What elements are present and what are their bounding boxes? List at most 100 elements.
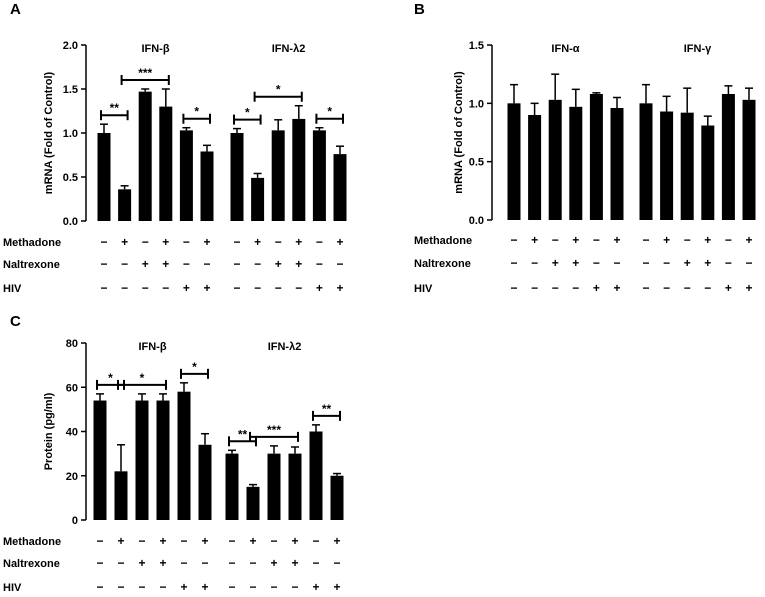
treatment-symbol: − [336,257,343,271]
treatment-symbol: − [572,281,579,295]
treatment-symbol: + [572,256,579,270]
treatment-symbol: + [613,281,620,295]
significance-label: * [140,371,145,385]
significance-bracket: * [96,371,125,390]
treatment-symbol: + [270,556,277,570]
bar [589,94,603,220]
treatment-symbol: − [100,235,107,249]
significance-bracket: ** [312,402,341,421]
treatment-symbol: + [745,233,752,247]
y-axis-label: mRNA (Fold of Control) [43,71,55,194]
treatment-symbol: + [704,233,711,247]
treatment-row-label: Naltrexone [3,259,60,271]
significance-bracket: *** [249,423,299,442]
bar [528,115,542,220]
significance-bracket: * [233,106,262,125]
treatment-symbol: − [531,256,538,270]
treatment-row-methadone: Methadone − + − + − + − + − + − + [414,233,753,247]
treatment-row-label: HIV [3,283,22,295]
treatment-symbol: + [552,256,559,270]
bar-group-1: IFN-β****** [97,43,214,221]
treatment-symbol: − [275,235,282,249]
treatment-symbol: − [270,580,277,594]
bar [312,130,326,221]
bar [309,431,323,520]
bar [701,125,715,220]
treatment-symbol: − [593,233,600,247]
treatment-symbol: + [745,281,752,295]
treatment-symbol: − [180,556,187,570]
treatment-symbol: − [121,281,128,295]
treatment-symbol: + [291,534,298,548]
treatment-symbol: + [159,556,166,570]
treatment-symbol: + [316,281,323,295]
treatment-symbol: − [228,580,235,594]
panel-b: B 0.0 0.5 1.0 1.5 mRNA (Fold of Control) IFN-α… [414,1,756,295]
treatment-symbol: − [642,281,649,295]
group-title: IFN-β [138,341,166,353]
y-tick-label: 0 [72,515,78,527]
group-title: IFN-α [551,43,579,55]
treatment-symbol: + [275,257,282,271]
treatment-symbol: + [117,534,124,548]
treatment-symbol: − [725,233,732,247]
treatment-row-hiv: HIV − − − − + + − − − − + + [414,281,753,295]
treatment-symbol: + [295,235,302,249]
treatment-row-label: HIV [414,283,433,295]
treatment-symbol: + [725,281,732,295]
significance-bracket: * [182,105,211,124]
treatment-symbol: − [142,281,149,295]
treatment-symbol: − [162,281,169,295]
significance-label: * [108,371,113,385]
treatment-row-methadone: Methadone − + − + − + − + − + − + [3,534,341,548]
bar [610,108,624,220]
group-title: IFN-γ [684,43,712,55]
treatment-symbol: − [183,235,190,249]
treatment-symbol: − [254,281,261,295]
treatment-symbol: − [121,257,128,271]
treatment-symbol: − [138,534,145,548]
group-title: IFN-λ2 [272,43,306,55]
treatment-symbol: + [203,281,210,295]
treatment-symbol: − [203,257,210,271]
bar [569,106,583,220]
treatment-symbol: + [254,235,261,249]
y-tick-label: 1.0 [63,128,78,140]
y-tick-label: 0.0 [469,215,484,227]
treatment-symbol: − [531,281,538,295]
y-tick-label: 1.5 [469,40,484,52]
treatment-symbol: + [180,580,187,594]
treatment-row-label: Naltrexone [414,258,471,270]
bar [271,130,285,221]
treatment-symbol: + [138,556,145,570]
bar [680,112,694,220]
treatment-symbol: − [183,257,190,271]
treatment-symbol: − [142,235,149,249]
treatment-symbol: + [203,235,210,249]
treatment-symbol: + [684,256,691,270]
treatment-symbol: + [142,257,149,271]
bar-group-2: IFN-λ2** ***** [225,341,344,520]
treatment-symbol: − [510,281,517,295]
treatment-symbol: − [312,534,319,548]
treatment-symbol: − [249,556,256,570]
treatment-symbol: − [725,256,732,270]
bar-group-2: IFN-γ [639,43,756,220]
group-title: IFN-β [141,43,169,55]
treatment-symbol: + [159,534,166,548]
treatment-symbol: + [572,233,579,247]
treatment-symbol: − [254,257,261,271]
treatment-symbol: + [121,235,128,249]
significance-bracket: ** [100,101,129,121]
treatment-symbol: − [704,281,711,295]
significance-label: ** [322,402,332,416]
bar [97,133,111,221]
y-tick-label: 0.5 [469,157,484,169]
treatment-symbol: + [593,281,600,295]
bar [660,111,674,220]
bar [639,103,653,220]
treatment-symbol: + [201,580,208,594]
treatment-symbol: − [96,580,103,594]
significance-label: * [194,105,199,119]
